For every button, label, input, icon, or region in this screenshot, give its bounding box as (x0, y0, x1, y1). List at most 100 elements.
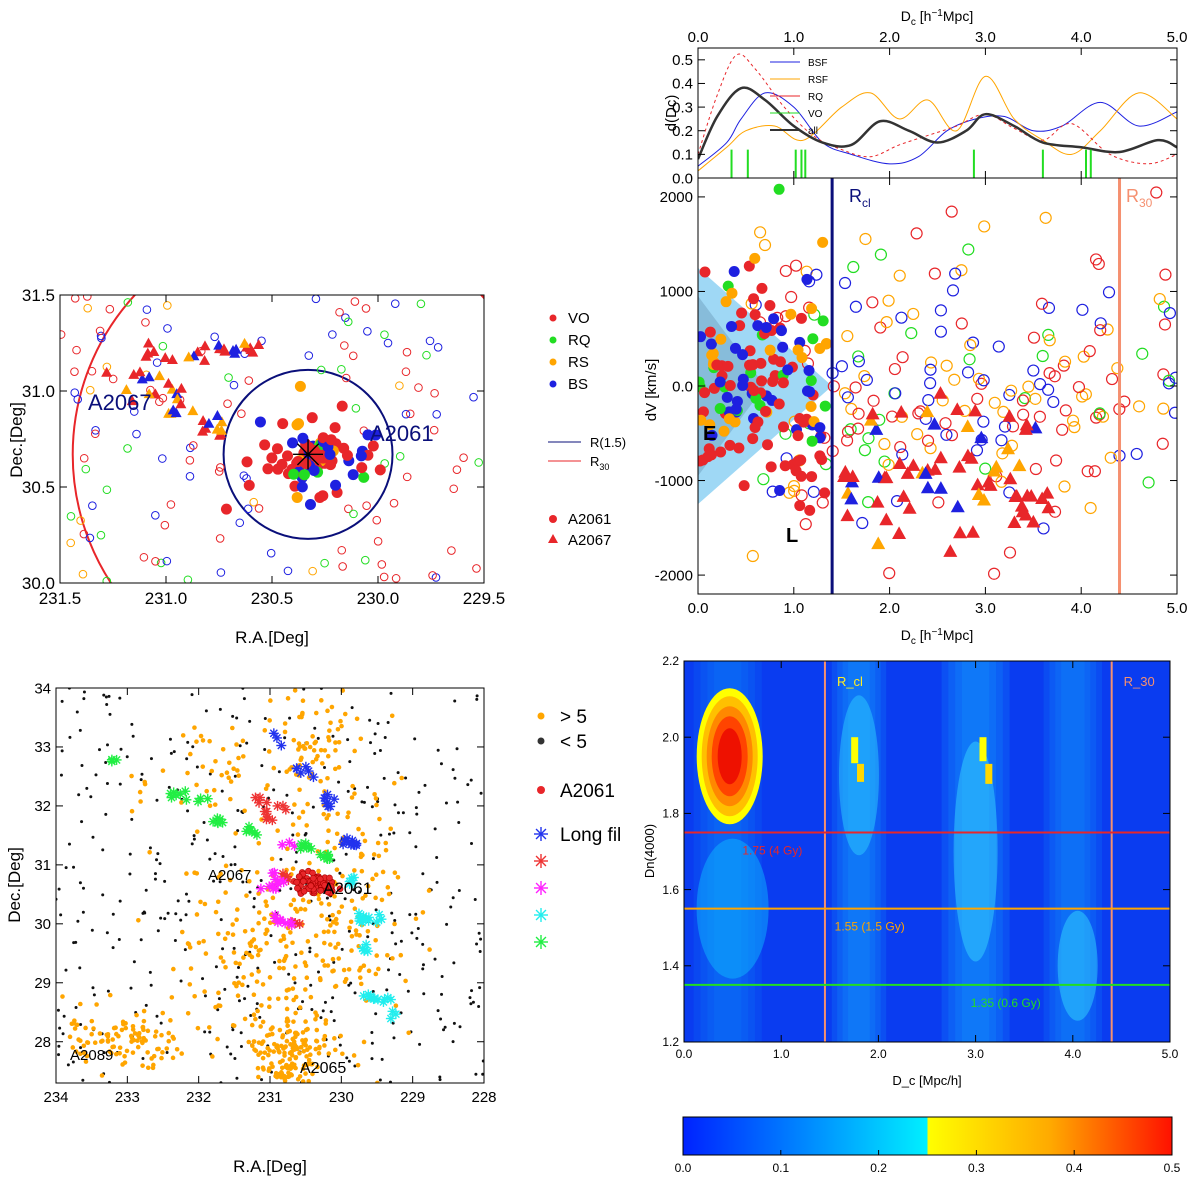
field-galaxy-dot (105, 743, 109, 747)
filament-marker-3 (368, 994, 379, 1005)
rich-galaxy-dot (304, 1027, 309, 1033)
field-galaxy-dot (371, 857, 375, 861)
field-galaxy-dot (469, 778, 473, 782)
filament-marker-2 (267, 868, 278, 879)
field-galaxy-dot (444, 801, 448, 805)
field-galaxy-dot (117, 937, 121, 941)
filament-marker-4 (111, 754, 122, 765)
phase-a2067-marker (1007, 515, 1022, 528)
phase-member-marker (773, 398, 785, 410)
field-galaxy-dot (78, 881, 82, 885)
sky-wide-ytick-label: 28 (34, 1034, 51, 1051)
field-galaxy-marker (283, 566, 293, 576)
filament-marker-1 (294, 918, 305, 929)
phase-open-marker (907, 307, 920, 321)
field-galaxy-dot (139, 938, 143, 942)
rich-galaxy-dot (313, 1016, 318, 1022)
rich-galaxy-dot (335, 811, 340, 817)
phase-a2067-marker (896, 489, 911, 502)
a2061-member-marker (243, 479, 255, 491)
field-galaxy-dot (89, 795, 93, 799)
field-galaxy-dot (167, 785, 171, 789)
panel-density-profile: 0.0 1.0 2.0 3.0 4.0 5.00.00.10.20.30.40.5 Dc … (663, 8, 1187, 187)
field-galaxy-dot (423, 783, 427, 787)
field-galaxy-dot (263, 747, 267, 751)
rich-galaxy-dot (236, 755, 241, 761)
phase-member-marker (726, 320, 738, 332)
phase-a2067-marker (894, 404, 909, 418)
rich-galaxy-dot (174, 1046, 180, 1052)
rich-galaxy-dot (333, 1047, 338, 1053)
a2061-member-marker (297, 432, 309, 444)
rich-galaxy-dot (281, 1046, 286, 1051)
rich-galaxy-dot (235, 768, 240, 773)
phase-open-marker (754, 226, 767, 239)
field-galaxy-marker (348, 351, 358, 361)
rich-galaxy-dot (327, 942, 333, 947)
field-galaxy-marker (472, 564, 481, 573)
phase-open-marker (1042, 328, 1055, 341)
a2061-member-marker (329, 422, 341, 434)
field-galaxy-dot (388, 1080, 392, 1083)
field-galaxy-dot (477, 1004, 481, 1008)
rich-galaxy-dot (322, 1043, 327, 1048)
heatmap-ridge (1057, 910, 1098, 1021)
legend-filament-marker-1 (534, 854, 548, 868)
field-galaxy-dot (158, 862, 162, 866)
field-galaxy-marker (215, 534, 225, 543)
phase-open-marker (924, 356, 938, 369)
field-galaxy-dot (174, 912, 178, 916)
phase-open-marker (1158, 318, 1172, 331)
field-galaxy-dot (308, 946, 312, 950)
field-galaxy-dot (57, 1053, 61, 1057)
star-stroke (265, 882, 274, 891)
a2067-member-marker (211, 410, 223, 420)
field-galaxy-dot (221, 854, 225, 858)
filament-marker-0 (268, 728, 279, 739)
field-galaxy-dot (469, 1002, 473, 1006)
rich-galaxy-dot (256, 841, 262, 846)
field-galaxy-dot (393, 803, 397, 807)
rich-galaxy-dot (345, 814, 350, 820)
rich-galaxy-dot (313, 1010, 318, 1015)
field-galaxy-marker (351, 403, 361, 413)
phase-open-marker (852, 355, 866, 368)
rich-galaxy-dot (399, 775, 405, 781)
a2067-member-marker (134, 366, 146, 377)
rich-galaxy-dot (215, 931, 221, 937)
phase-member-marker (698, 455, 706, 467)
rich-galaxy-dot (97, 1031, 103, 1036)
star-stroke (172, 791, 181, 800)
rich-galaxy-dot (164, 1046, 170, 1051)
field-galaxy-dot (398, 973, 402, 977)
field-galaxy-dot (81, 886, 85, 890)
field-galaxy-dot (128, 872, 132, 876)
rich-galaxy-dot (349, 948, 354, 953)
phase-open-marker (945, 205, 958, 218)
rich-galaxy-dot (203, 951, 209, 956)
field-galaxy-dot (414, 806, 418, 810)
phase-member-marker (734, 320, 746, 332)
rich-galaxy-dot (141, 1008, 147, 1014)
phase-open-marker (883, 567, 896, 580)
field-galaxy-dot (62, 1014, 66, 1018)
star-stroke (323, 854, 332, 864)
a2061-member-marker (325, 459, 337, 471)
rich-galaxy-dot (284, 944, 289, 949)
field-galaxy-dot (370, 1057, 374, 1061)
field-galaxy-dot (105, 703, 109, 707)
heatmap-xtick-label: 2.0 (870, 1047, 887, 1061)
a2061-member-marker (370, 429, 382, 441)
phase-open-marker (1088, 465, 1101, 478)
rich-galaxy-dot (218, 871, 223, 877)
field-galaxy-marker (254, 504, 264, 513)
a2061-member-marker (367, 440, 379, 452)
field-galaxy-dot (214, 965, 218, 969)
field-galaxy-marker (340, 341, 349, 350)
rich-galaxy-dot (356, 826, 361, 832)
rich-galaxy-dot (361, 1039, 367, 1045)
field-galaxy-dot (59, 773, 63, 777)
rich-galaxy-dot (380, 869, 386, 875)
phase-ytick-label: 2000 (660, 189, 693, 206)
field-galaxy-dot (348, 760, 352, 764)
